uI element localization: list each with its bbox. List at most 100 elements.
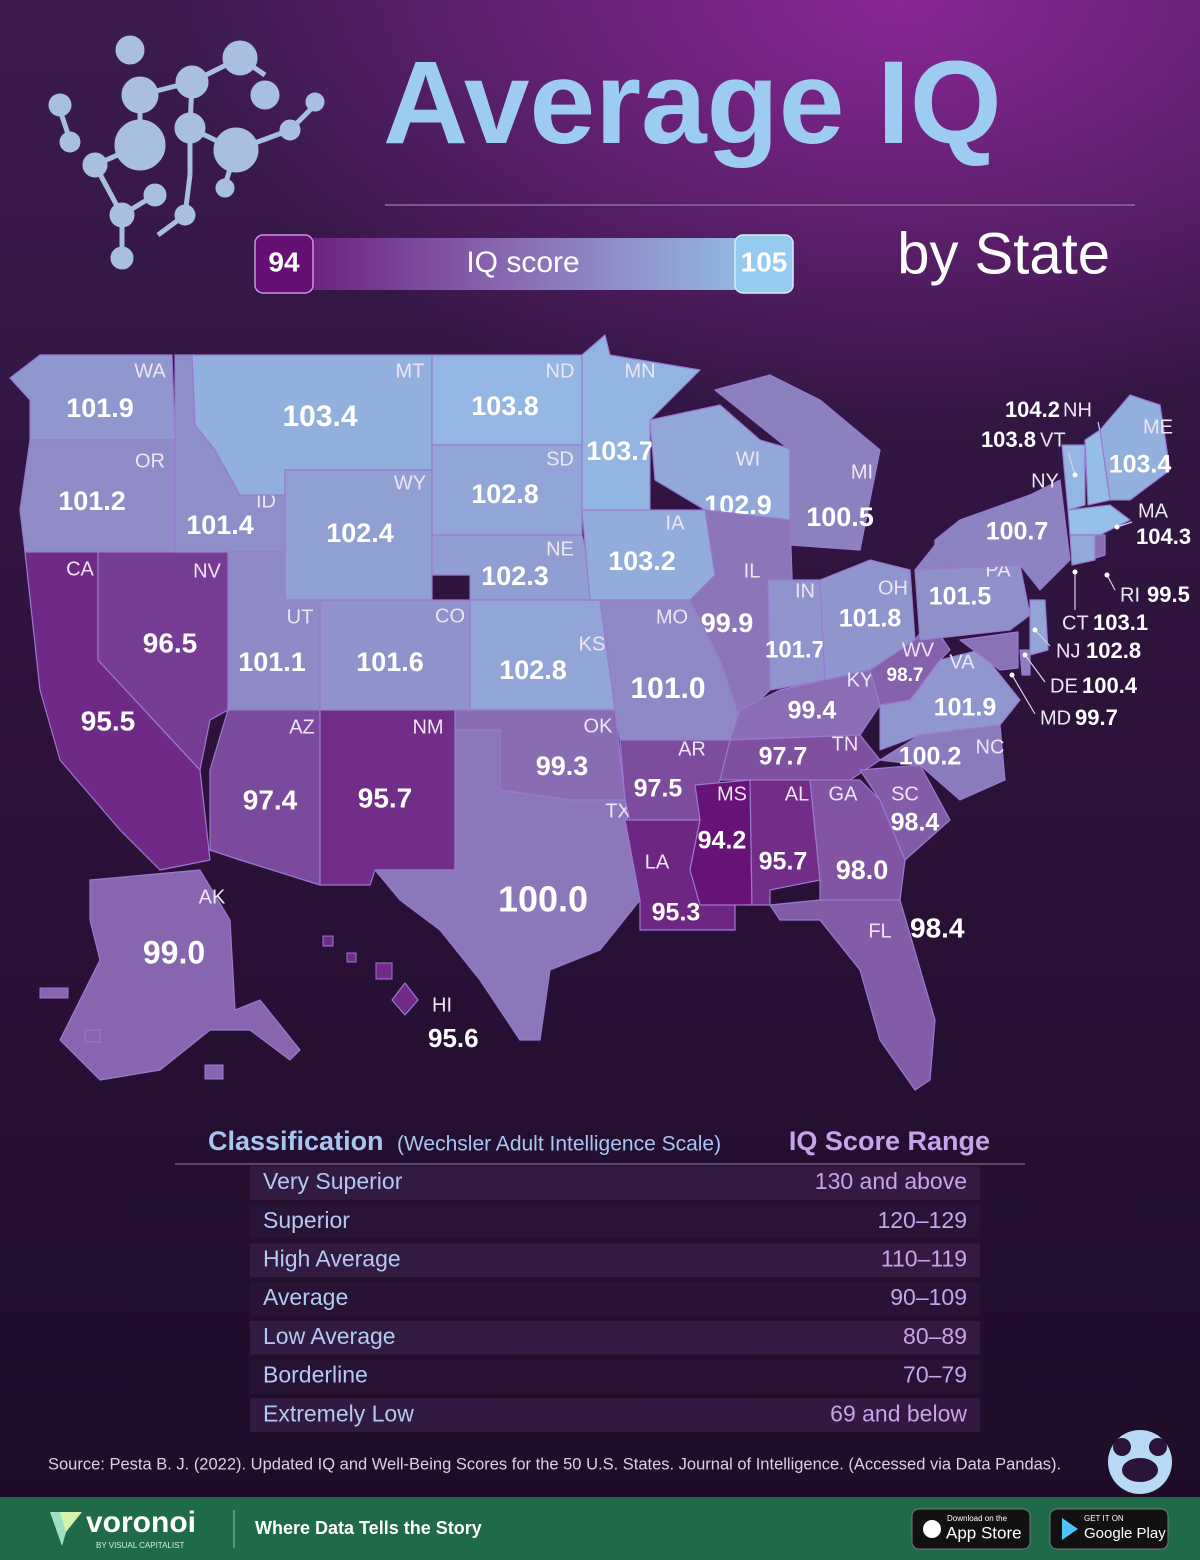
state-code: KS xyxy=(579,633,606,655)
leader-line xyxy=(1034,629,1051,647)
brand-byline: BY VISUAL CAPITALIST xyxy=(96,1541,184,1550)
state-code: FL xyxy=(868,920,891,942)
state-shape xyxy=(769,899,936,1091)
iq-range: 80–89 xyxy=(903,1323,967,1349)
scale-max: 105 xyxy=(741,246,788,277)
leader-dot xyxy=(1072,569,1078,575)
leader-dot xyxy=(1114,524,1120,530)
state-code: MD xyxy=(1040,707,1071,729)
state-value: 102.8 xyxy=(1086,638,1141,663)
iq-range: 90–109 xyxy=(890,1284,967,1310)
google-play-button[interactable] xyxy=(1049,1508,1169,1550)
app-store-top: Download on the xyxy=(947,1514,1008,1523)
state-code: NJ xyxy=(1056,640,1080,662)
state-value: 99.3 xyxy=(536,751,589,781)
state-value: 95.3 xyxy=(652,899,701,927)
classification: Borderline xyxy=(263,1362,368,1388)
state-code: MS xyxy=(717,783,747,805)
state-code: VA xyxy=(949,651,975,673)
state-value: 97.5 xyxy=(634,775,683,803)
state-value: 98.4 xyxy=(891,809,940,837)
table-range-header: IQ Score Range xyxy=(789,1126,990,1156)
state-code: IN xyxy=(795,580,815,602)
state-value: 104.2 xyxy=(1005,397,1060,422)
state-code: ME xyxy=(1143,416,1173,438)
island-shape xyxy=(204,1064,224,1080)
state-value: 95.5 xyxy=(81,705,136,736)
state-code: ID xyxy=(256,490,276,512)
app-store-label: App Store xyxy=(946,1523,1022,1542)
state-code: NE xyxy=(546,538,574,560)
state-code: WI xyxy=(736,448,760,470)
scale-min-box xyxy=(254,234,314,294)
state-code: GA xyxy=(829,783,859,805)
table-subtitle: (Wechsler Adult Intelligence Scale) xyxy=(397,1133,721,1156)
leader-line xyxy=(1011,674,1036,715)
state-code: WY xyxy=(394,472,426,494)
state-value: 101.2 xyxy=(58,486,126,516)
classification: Superior xyxy=(263,1207,350,1233)
app-store-button[interactable] xyxy=(911,1508,1031,1550)
iq-range: 130 and above xyxy=(815,1168,967,1194)
state-code: RI xyxy=(1120,584,1140,606)
state-code: AK xyxy=(199,886,226,908)
state-code: DE xyxy=(1050,675,1078,697)
classification: Average xyxy=(263,1284,348,1310)
table-row-band xyxy=(250,1320,980,1355)
state-code: NM xyxy=(412,716,443,738)
state-value: 100.5 xyxy=(806,502,874,532)
state-code: AL xyxy=(785,783,809,805)
state-shape xyxy=(1019,649,1031,676)
leader-line xyxy=(1116,521,1133,528)
state-value: 96.5 xyxy=(143,627,198,658)
state-code: OH xyxy=(878,577,908,599)
state-shape xyxy=(1029,599,1049,656)
classification: Extremely Low xyxy=(263,1400,414,1426)
state-value: 101.9 xyxy=(934,694,997,722)
state-code: SD xyxy=(546,448,574,470)
iq-range: 69 and below xyxy=(830,1400,967,1426)
state-shape xyxy=(959,631,1019,671)
state-shape xyxy=(1094,534,1106,559)
state-value: 99.9 xyxy=(701,608,754,638)
state-code: NY xyxy=(1031,470,1059,492)
table-row-band xyxy=(250,1282,980,1317)
island-shape xyxy=(375,962,393,980)
state-value: 101.5 xyxy=(929,583,992,611)
molecule-icon xyxy=(48,35,325,270)
state-value: 94.2 xyxy=(698,827,747,855)
table-row-band xyxy=(250,1166,980,1200)
state-value: 99.5 xyxy=(1147,582,1190,607)
state-code: NC xyxy=(976,736,1005,758)
state-code: VT xyxy=(1040,429,1066,451)
leader-line xyxy=(1024,654,1046,683)
leader-line xyxy=(1106,574,1116,591)
state-code: OR xyxy=(135,450,165,472)
panda-logo xyxy=(1108,1430,1172,1494)
state-value: 98.0 xyxy=(836,855,889,885)
scale-label: IQ score xyxy=(466,246,579,279)
google-top: GET IT ON xyxy=(1084,1514,1124,1523)
state-value: 104.3 xyxy=(1136,524,1191,549)
state-value: 102.3 xyxy=(481,561,549,591)
island-shape xyxy=(346,952,357,963)
state-value: 100.7 xyxy=(986,518,1049,546)
state-value: 95.7 xyxy=(759,848,808,876)
island-shape xyxy=(39,987,69,999)
table-row-band xyxy=(250,1243,980,1278)
title: Average IQ xyxy=(383,37,1002,169)
state-value: 102.8 xyxy=(471,479,539,509)
state-shape xyxy=(391,982,419,1016)
brand: voronoi xyxy=(86,1506,196,1539)
state-value: 101.1 xyxy=(238,647,306,677)
source: Source: Pesta B. J. (2022). Updated IQ a… xyxy=(48,1455,1061,1473)
subtitle: by State xyxy=(897,221,1110,286)
iq-range: 70–79 xyxy=(903,1362,967,1388)
classification: High Average xyxy=(263,1245,401,1271)
state-value: 103.8 xyxy=(981,427,1036,452)
state-value: 101.0 xyxy=(630,672,705,705)
state-code: ND xyxy=(546,360,575,382)
state-value: 100.0 xyxy=(498,879,588,920)
classification-table: Classification (Wechsler Adult Intellige… xyxy=(175,1126,1025,1433)
